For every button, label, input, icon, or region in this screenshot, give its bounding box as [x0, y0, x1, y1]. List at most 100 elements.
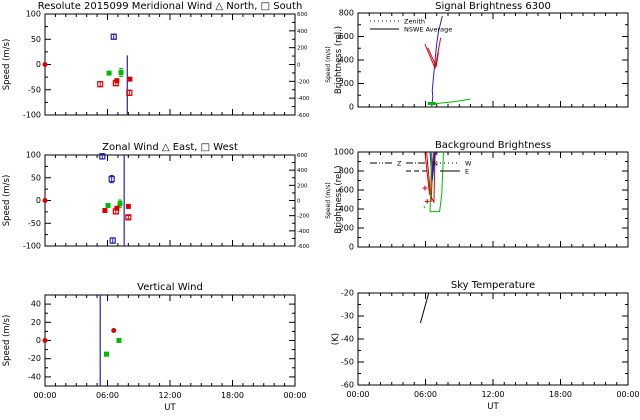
right-y-tick-label: -200 — [297, 214, 310, 220]
series-line — [424, 37, 442, 69]
y-tick-label: 20 — [31, 318, 41, 327]
y-tick-label: -100 — [23, 111, 41, 120]
legend-label: Z — [397, 160, 402, 168]
right-y-tick-label: 400 — [297, 168, 308, 174]
series-line — [429, 151, 444, 213]
y-tick-label: -100 — [23, 242, 41, 251]
panel-title: Background Brightness — [435, 140, 551, 151]
y-axis-label: Brightness (rel.) — [334, 165, 344, 233]
y-tick-label: 0 — [349, 103, 354, 112]
legend: Z N WE — [370, 160, 472, 176]
series-line — [431, 15, 443, 108]
plot-frame — [44, 154, 296, 247]
right-y-axis-label: Speed (m/s) — [325, 182, 332, 218]
plot-frame — [357, 12, 629, 108]
right-y-axis-label: Speed (m/s) — [325, 46, 332, 82]
x-tick-label: 00:00 — [33, 391, 56, 400]
data-point-marker — [102, 208, 108, 214]
panel-zonal-wind: -100 -50 0 50 100 -600 -400 -200 0 200 400 600 Speed… — [2, 142, 332, 251]
right-y-tick-label: -200 — [297, 79, 310, 85]
y-tick-label: 50 — [31, 173, 41, 182]
legend-label: NSWE Average — [404, 26, 452, 34]
x-tick-label: 06:00 — [96, 391, 119, 400]
panel-title: Vertical Wind — [137, 282, 203, 293]
x-tick-label: 00:00 — [616, 390, 639, 399]
y-tick-label: 0 — [36, 196, 41, 205]
y-tick-label: 600 — [339, 186, 354, 195]
y-tick-label: 800 — [339, 9, 354, 18]
right-y-tick-label: 600 — [297, 12, 308, 18]
plot-frame — [357, 292, 629, 386]
data-point-marker — [103, 351, 109, 357]
series-line — [423, 205, 426, 209]
x-tick-label: 00:00 — [346, 390, 369, 399]
y-tick-label: 600 — [339, 32, 354, 41]
data-point-marker — [110, 33, 117, 40]
y-axis-label: Speed (m/s) — [2, 315, 12, 367]
data-point-marker — [114, 78, 120, 84]
panel-title: Resolute 2015099 Meridional Wind △ North… — [38, 1, 303, 12]
right-y-tick-label: -400 — [297, 229, 310, 235]
right-y-tick-label: -400 — [297, 96, 310, 102]
data-point-marker — [108, 176, 115, 183]
y-tick-label: 400 — [339, 56, 354, 65]
x-tick-label: 18:00 — [549, 390, 572, 399]
x-tick-label: 18:00 — [221, 391, 244, 400]
data-point-marker — [97, 81, 104, 88]
panel-title: Zonal Wind △ East, □ West — [102, 142, 238, 153]
panel-title: Sky Temperature — [451, 280, 535, 291]
data-point-marker — [118, 70, 124, 76]
y-tick-label: 0 — [36, 336, 41, 345]
right-y-tick-label: 0 — [297, 63, 301, 69]
legend-label: N — [433, 160, 438, 168]
data-point-marker — [126, 89, 133, 96]
data-point-marker — [125, 203, 131, 209]
y-tick-label: -40 — [341, 335, 354, 344]
panel-vertical-wind: 00:00 06:00 12:00 18:00 00:00 UT -40 -20 0 20 40 Sp… — [2, 282, 307, 413]
y-tick-label: 200 — [339, 224, 354, 233]
data-point-marker — [117, 201, 123, 207]
data-point-marker — [106, 70, 112, 76]
y-tick-label: -20 — [341, 289, 354, 298]
y-tick-label: 40 — [31, 300, 41, 309]
data-point-marker — [116, 338, 122, 343]
series-line — [427, 47, 439, 67]
y-tick-label: 1000 — [334, 148, 354, 157]
panel-title: Signal Brightness 6300 — [435, 1, 551, 12]
legend-label: E — [465, 168, 469, 176]
y-axis-label: Speed (m/s) — [2, 39, 12, 91]
data-point-marker — [125, 214, 132, 221]
right-y-tick-label: -600 — [297, 244, 310, 250]
y-tick-label: 0 — [349, 243, 354, 252]
y-tick-label: -50 — [28, 219, 41, 228]
x-axis-label: UT — [487, 402, 499, 412]
y-tick-label: 200 — [339, 79, 354, 88]
x-tick-label: 00:00 — [283, 391, 306, 400]
y-tick-label: 400 — [339, 205, 354, 214]
panel-background-brightness: 0 200 400 600 800 1000 Brightness (rel.) Backgr… — [334, 140, 629, 252]
legend-label: Zenith — [404, 18, 425, 26]
y-axis-label: Speed (m/s) — [2, 175, 12, 227]
series-line — [419, 292, 430, 324]
series-line — [429, 151, 437, 181]
data-point-marker — [42, 62, 48, 67]
y-tick-label: 800 — [339, 167, 354, 176]
plot-frame — [44, 294, 296, 387]
data-point-marker — [109, 237, 116, 244]
legend-label: W — [465, 160, 472, 168]
y-tick-label: -20 — [28, 354, 41, 363]
y-tick-label: 100 — [26, 151, 41, 160]
x-axis-label: UT — [164, 403, 176, 413]
y-tick-label: -60 — [341, 381, 354, 390]
y-tick-label: 50 — [31, 35, 41, 44]
panel-sky-temperature: 00:00 06:00 12:00 18:00 00:00 UT -60 -50 -40 -30 -… — [331, 280, 640, 412]
y-tick-label: -50 — [341, 358, 354, 367]
y-axis-label: (K) — [331, 333, 341, 345]
right-y-tick-label: 400 — [297, 29, 308, 35]
plot-frame — [44, 13, 296, 116]
right-y-tick-label: 200 — [297, 183, 308, 189]
y-tick-label: -50 — [28, 85, 41, 94]
